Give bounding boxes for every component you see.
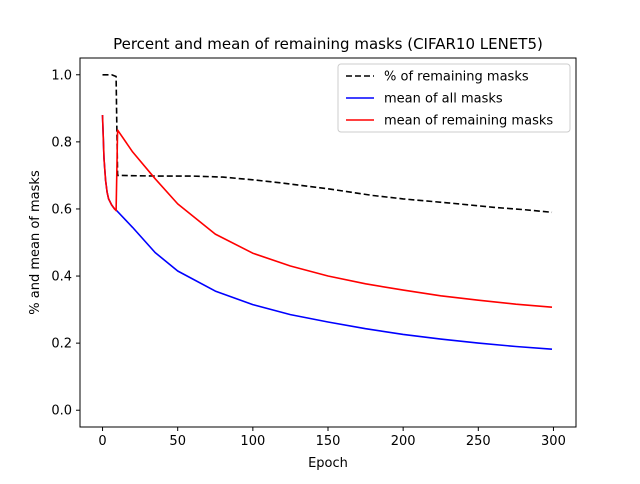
- legend-box: [337, 63, 571, 133]
- x-tick-label: 250: [466, 434, 491, 449]
- y-tick-label: 1.0: [51, 68, 72, 83]
- y-axis-ticks: 0.0 0.2 0.4 0.6 0.8 1.0: [51, 68, 80, 419]
- legend: % of remaining masks mean of all masks mea…: [337, 63, 571, 133]
- y-tick-label: 0.8: [51, 135, 72, 150]
- plot-lines: [101, 74, 553, 350]
- x-tick-label: 150: [316, 434, 341, 449]
- series-line-3: [101, 114, 553, 308]
- y-axis-label: % and mean of masks: [28, 170, 43, 315]
- x-tick-label: 200: [391, 434, 416, 449]
- series-line-1: [102, 74, 553, 214]
- x-axis-label: Epoch: [308, 456, 348, 471]
- x-axis-ticks: 0 50 100 150 200 250 300: [98, 427, 566, 449]
- y-tick-label: 0.0: [51, 404, 72, 419]
- y-tick-label: 0.2: [51, 337, 72, 352]
- chart-title: Percent and mean of remaining masks (CIF…: [113, 35, 543, 53]
- x-tick-label: 300: [541, 434, 566, 449]
- y-tick-label: 0.4: [51, 270, 72, 285]
- y-tick-label: 0.6: [51, 202, 72, 217]
- x-tick-label: 50: [169, 434, 186, 449]
- x-tick-label: 0: [98, 434, 106, 449]
- legend-label-1: % of remaining masks: [384, 70, 529, 85]
- legend-label-2: mean of all masks: [384, 92, 503, 107]
- legend-label-3: mean of remaining masks: [384, 114, 553, 129]
- x-tick-label: 100: [240, 434, 265, 449]
